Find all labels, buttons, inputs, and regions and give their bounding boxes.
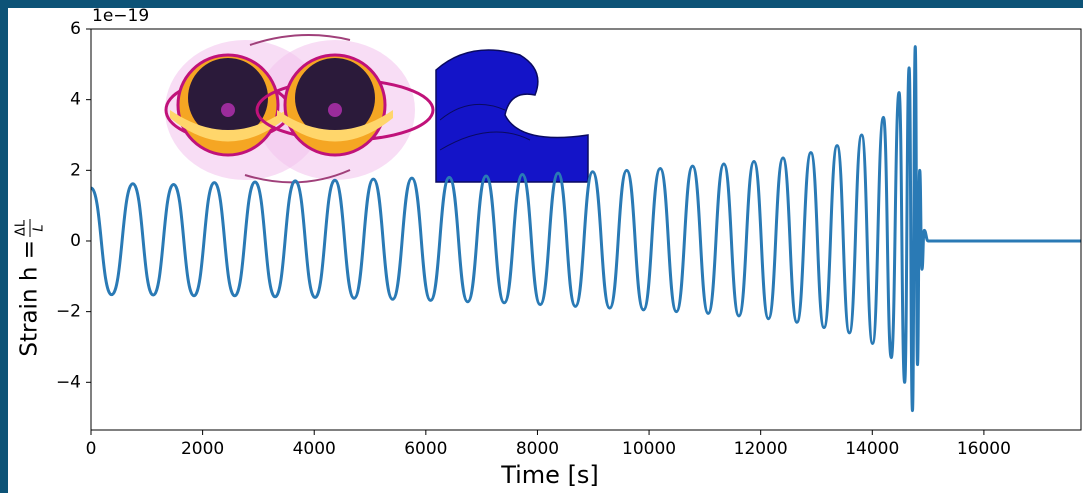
data-line — [91, 45, 1081, 413]
y-tick-label: −4 — [56, 372, 81, 392]
y-tick-label: 0 — [70, 231, 81, 251]
x-tick-label: 6000 — [404, 439, 447, 459]
x-tick-label: 16000 — [957, 439, 1011, 459]
x-tick-label: 4000 — [293, 439, 336, 459]
wave-illustration — [435, 48, 589, 183]
y-axis-label-denominator: L — [32, 224, 47, 231]
y-tick-label: 4 — [70, 90, 81, 110]
y-tick-label: 2 — [70, 160, 81, 180]
y-axis-label-group: Strain h = ΔL L — [14, 219, 47, 357]
x-tick-label: 8000 — [516, 439, 559, 459]
x-tick-label: 2000 — [181, 439, 224, 459]
y-axis-label-numerator: ΔL — [14, 219, 29, 236]
black-holes-illustration — [164, 34, 435, 184]
x-tick-label: 0 — [86, 439, 97, 459]
plot-frame — [90, 28, 1082, 431]
x-tick-label: 10000 — [622, 439, 676, 459]
x-axis-label: Time [s] — [500, 461, 599, 489]
y-axis-label: Strain h = — [17, 240, 43, 357]
x-tick-label: 14000 — [845, 439, 899, 459]
y-tick-label: 6 — [70, 19, 81, 39]
y-tick-label: −2 — [56, 302, 81, 322]
x-tick-label: 12000 — [734, 439, 788, 459]
y-offset-label: 1e−19 — [92, 6, 149, 26]
